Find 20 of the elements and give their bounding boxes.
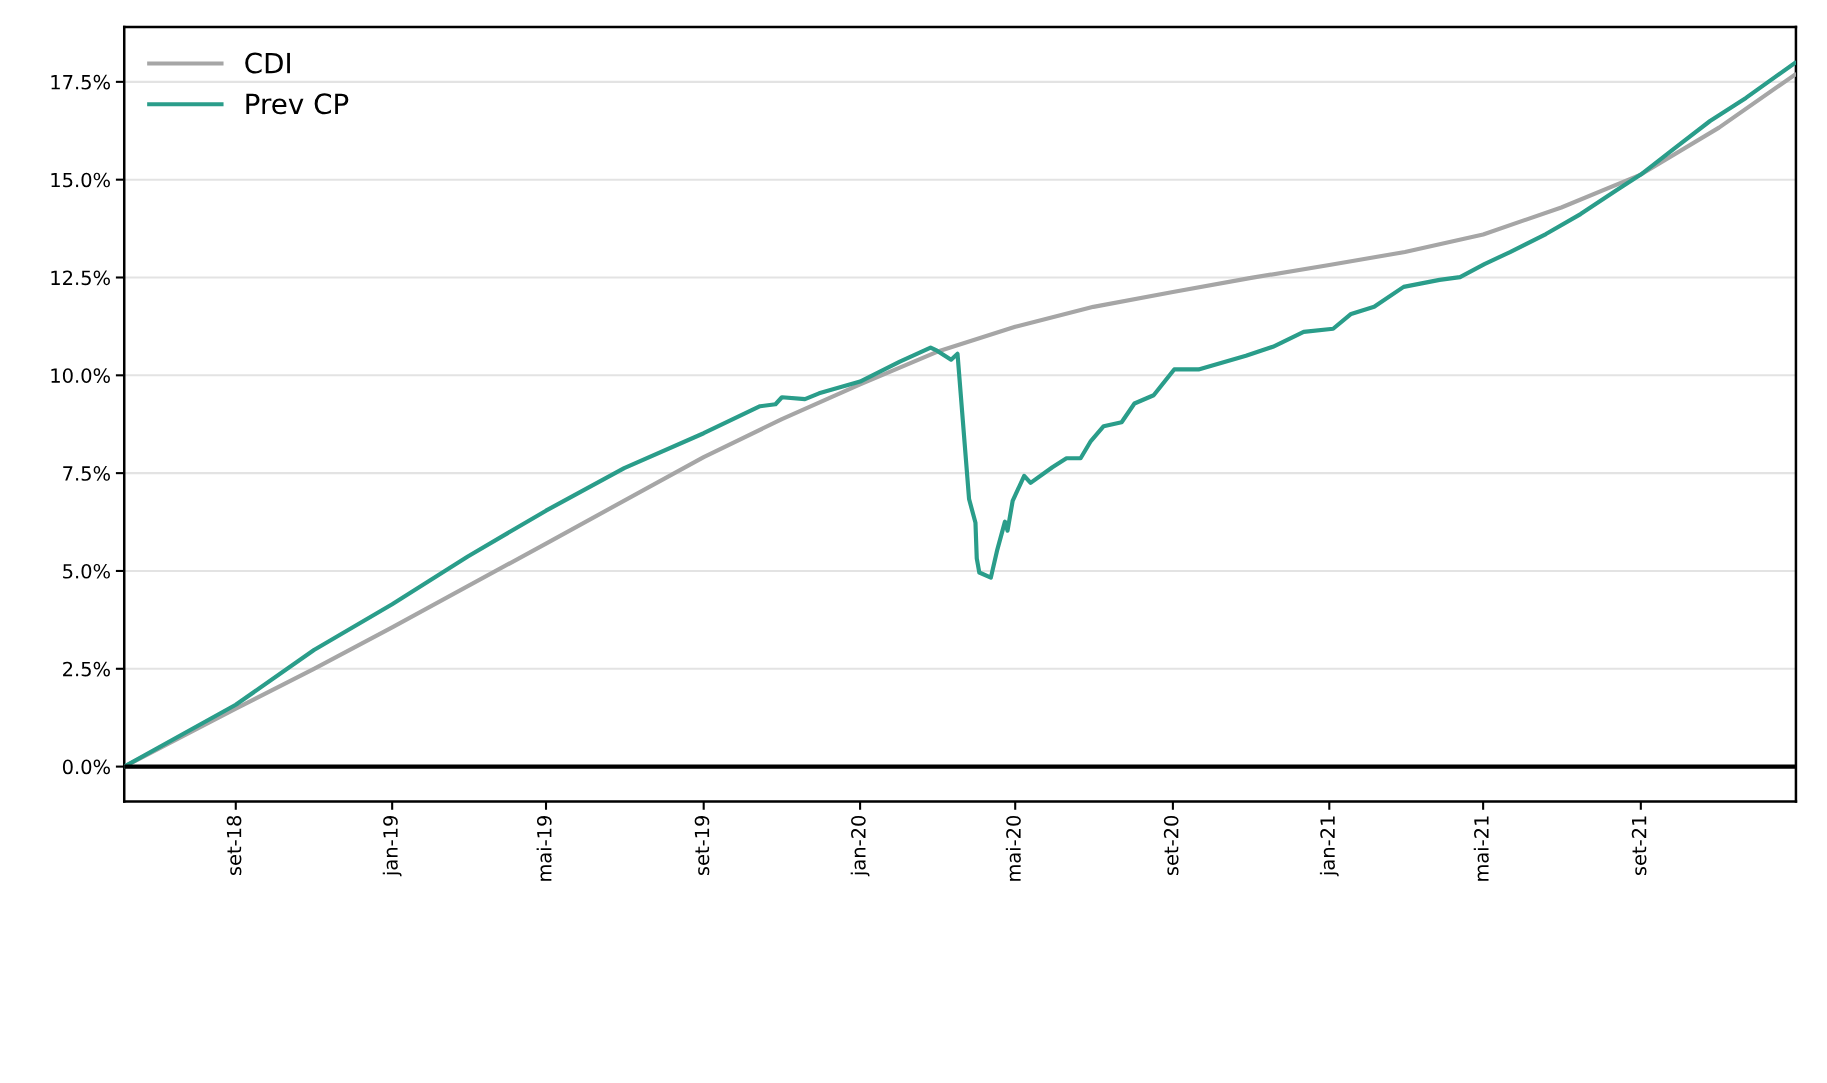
y-tick-label: 0.0% [62, 759, 110, 775]
y-tick-label: 5.0% [63, 563, 110, 579]
x-tick-label: set-20 [1163, 815, 1179, 876]
x-tick-label: set-21 [1631, 816, 1647, 876]
x-tick-label: set-19 [694, 815, 710, 876]
x-tick-label: mai-21 [1473, 816, 1489, 881]
x-tick-label: mai-20 [1005, 815, 1021, 881]
legend-label: Prev CP [246, 93, 349, 115]
y-tick-label: 2.5% [63, 661, 110, 677]
y-tick-label: 12.5% [51, 270, 110, 286]
y-tick-label: 17.5% [51, 74, 110, 90]
x-tick-label: jan-20 [850, 815, 870, 877]
x-tick-label: set-18 [226, 815, 242, 876]
y-tick-label: 15.0% [51, 172, 110, 188]
legend-label: CDI [245, 52, 290, 74]
y-tick-label: 7.5% [63, 466, 110, 481]
y-tick-label: 10.0% [51, 368, 110, 383]
x-tick-label: jan-19 [382, 815, 402, 877]
x-tick-label: jan-21 [1319, 816, 1339, 877]
x-tick-label: mai-19 [536, 815, 552, 881]
